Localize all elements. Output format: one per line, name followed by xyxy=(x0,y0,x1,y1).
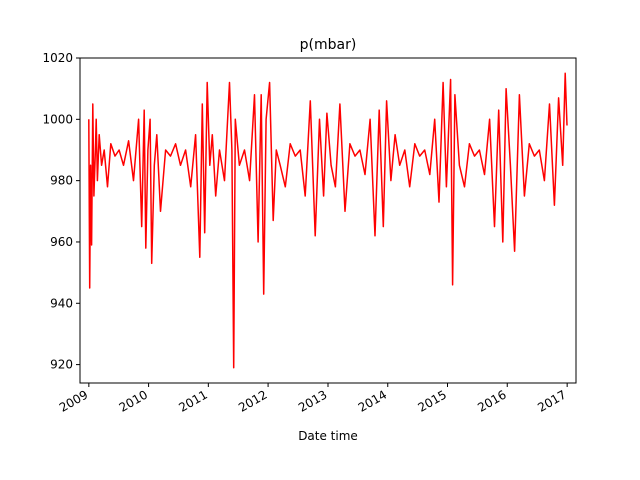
y-tick-label: 960 xyxy=(50,235,73,249)
x-axis-title: Date time xyxy=(298,429,358,443)
y-tick-label: 1020 xyxy=(42,51,73,65)
y-tick-label: 920 xyxy=(50,358,73,372)
chart-title: p(mbar) xyxy=(300,37,357,53)
y-tick-label: 980 xyxy=(50,174,73,188)
series-line-pressure xyxy=(88,72,568,369)
y-tick-label: 1000 xyxy=(42,112,73,126)
y-tick-label: 940 xyxy=(50,296,73,310)
y-axis: 920 940 960 980 1000 1020 xyxy=(42,51,80,372)
